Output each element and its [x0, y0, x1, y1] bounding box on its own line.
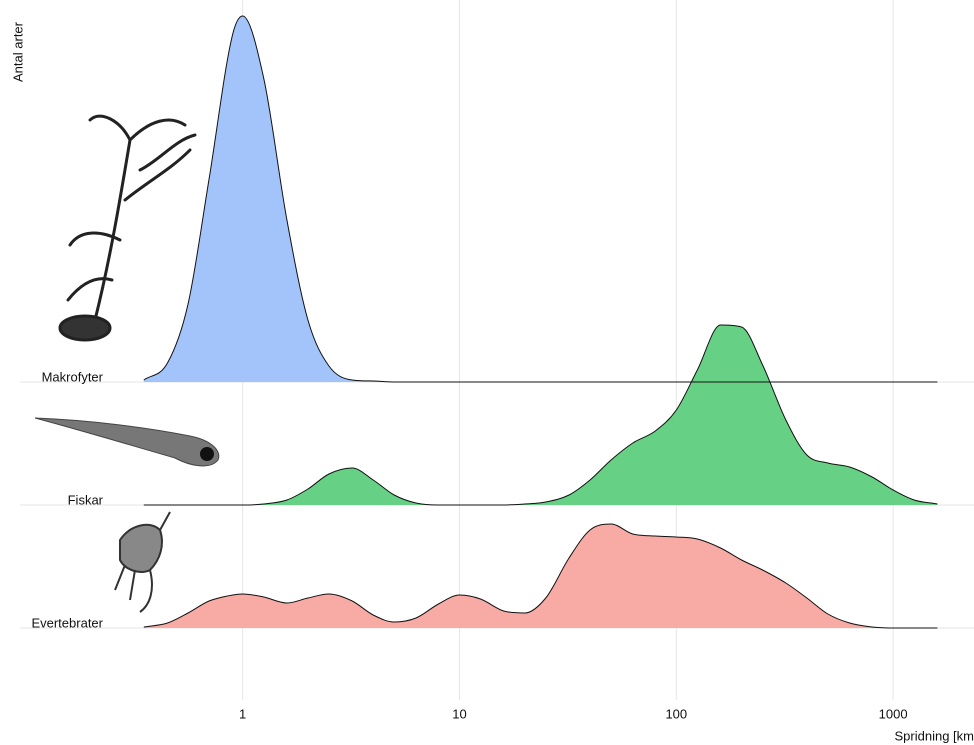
legend-label: Fiskar [68, 492, 104, 507]
x-tick-label: 100 [665, 706, 687, 721]
grid [20, 0, 974, 700]
ridges [144, 16, 938, 628]
x-axis-title: Spridning [km [895, 728, 974, 743]
y-axis-title: Antal arter [10, 21, 25, 82]
fish-illustration [35, 418, 219, 466]
crustacean-illustration [115, 512, 170, 612]
seaweed-illustration [60, 116, 195, 340]
legend-label: Evertebrater [31, 615, 103, 630]
chart: Antal arter Spridning [km 1 10 100 1000 Fisk… [0, 0, 974, 745]
x-tick-label: 1000 [879, 706, 908, 721]
ridge-area [144, 16, 938, 382]
ridge-area [144, 524, 938, 628]
x-tick-label: 1 [239, 706, 246, 721]
x-tick-label: 10 [452, 706, 466, 721]
legend-label: Makrofyter [42, 369, 104, 384]
